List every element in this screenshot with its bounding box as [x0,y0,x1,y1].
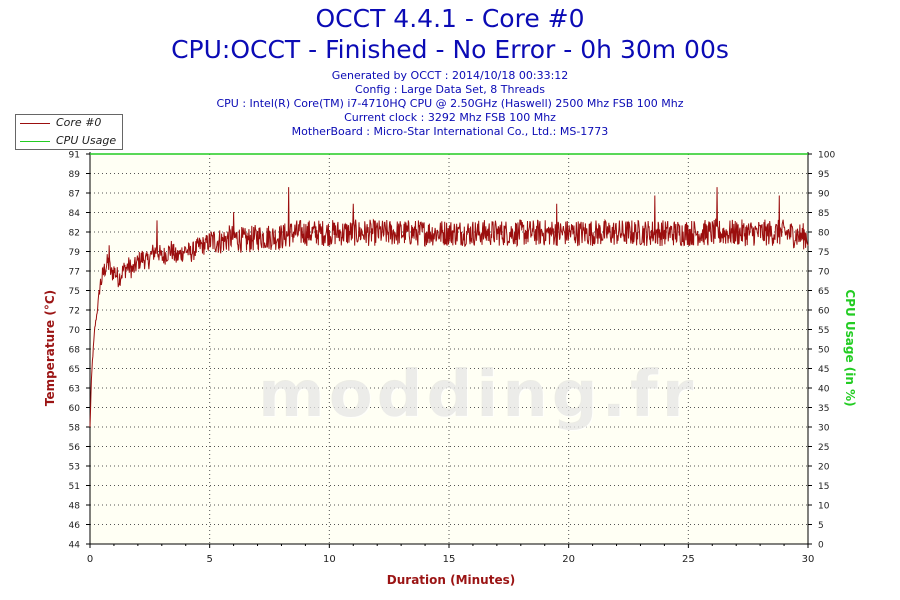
x-tick-label: 25 [682,554,695,565]
chart-subtitle: CPU:OCCT - Finished - No Error - 0h 30m … [171,35,729,64]
info-motherboard: MotherBoard : Micro-Star International C… [291,125,609,138]
legend-label-core0: Core #0 [56,116,102,129]
y2-tick-label: 90 [818,190,830,200]
y-tick-label: 79 [69,248,81,258]
legend-swatch-cpu-usage [20,141,50,142]
y2-tick-label: 5 [818,521,824,531]
y2-tick-label: 80 [818,229,830,239]
y-tick-label: 70 [69,326,81,336]
watermark: modding.fr [258,358,698,432]
y2-tick-label: 15 [818,482,829,492]
y2-tick-label: 30 [818,424,830,434]
y2-tick-label: 50 [818,346,830,356]
y-tick-label: 56 [69,443,81,453]
y2-tick-label: 55 [818,326,829,336]
y-tick-label: 58 [69,424,81,434]
y-axis-label: Temperature (°C) [43,290,57,406]
legend-item-cpu-usage: CPU Usage [16,133,122,150]
y2-tick-label: 65 [818,287,829,297]
x-tick-label: 0 [87,554,93,565]
y-tick-label: 65 [69,365,80,375]
plot-area [90,154,808,544]
chart-title: OCCT 4.4.1 - Core #0 [315,4,585,33]
y-tick-label: 48 [69,502,81,512]
x-tick-label: 30 [802,554,815,565]
legend-label-cpu-usage: CPU Usage [56,134,117,147]
y-tick-label: 60 [69,404,81,414]
y-tick-label: 68 [69,346,81,356]
legend-item-core0: Core #0 [16,115,122,132]
x-tick-label: 10 [323,554,336,565]
x-tick-label: 5 [206,554,212,565]
y-tick-label: 75 [69,287,80,297]
y2-tick-label: 45 [818,365,829,375]
y2-tick-label: 75 [818,248,829,258]
series-line-core0 [89,187,809,428]
y-tick-label: 51 [69,482,80,492]
info-generated: Generated by OCCT : 2014/10/18 00:33:12 [331,69,569,82]
y-tick-label: 44 [69,541,81,551]
y2-tick-label: 20 [818,463,830,473]
y-tick-label: 72 [69,307,80,317]
info-cpu: CPU : Intel(R) Core(TM) i7-4710HQ CPU @ … [216,97,684,110]
y2-tick-label: 35 [818,404,829,414]
y2-axis-label: CPU Usage (in %) [843,289,857,406]
x-axis-label: Duration (Minutes) [387,573,515,587]
x-tick-label: 15 [443,554,456,565]
y-tick-label: 87 [69,190,80,200]
y-tick-label: 77 [69,268,80,278]
y2-tick-label: 70 [818,268,830,278]
x-tick-label: 20 [562,554,575,565]
y-tick-label: 84 [69,209,81,219]
y2-tick-label: 25 [818,443,829,453]
y2-tick-label: 85 [818,209,829,219]
y-tick-label: 46 [69,521,81,531]
y2-tick-label: 0 [818,541,824,551]
legend-swatch-core0 [20,123,50,124]
y-tick-label: 82 [69,229,80,239]
y2-tick-label: 100 [818,151,835,161]
y-tick-label: 63 [69,385,80,395]
y-tick-label: 89 [69,170,81,180]
info-config: Config : Large Data Set, 8 Threads [355,83,545,96]
chart-legend: Core #0 CPU Usage [15,114,123,150]
y2-tick-label: 10 [818,502,830,512]
info-current-clock: Current clock : 3292 Mhz FSB 100 Mhz [344,111,556,124]
y2-tick-label: 60 [818,307,830,317]
y2-tick-label: 95 [818,170,829,180]
y-tick-label: 91 [69,151,80,161]
y-tick-label: 53 [69,463,80,473]
y2-tick-label: 40 [818,385,830,395]
